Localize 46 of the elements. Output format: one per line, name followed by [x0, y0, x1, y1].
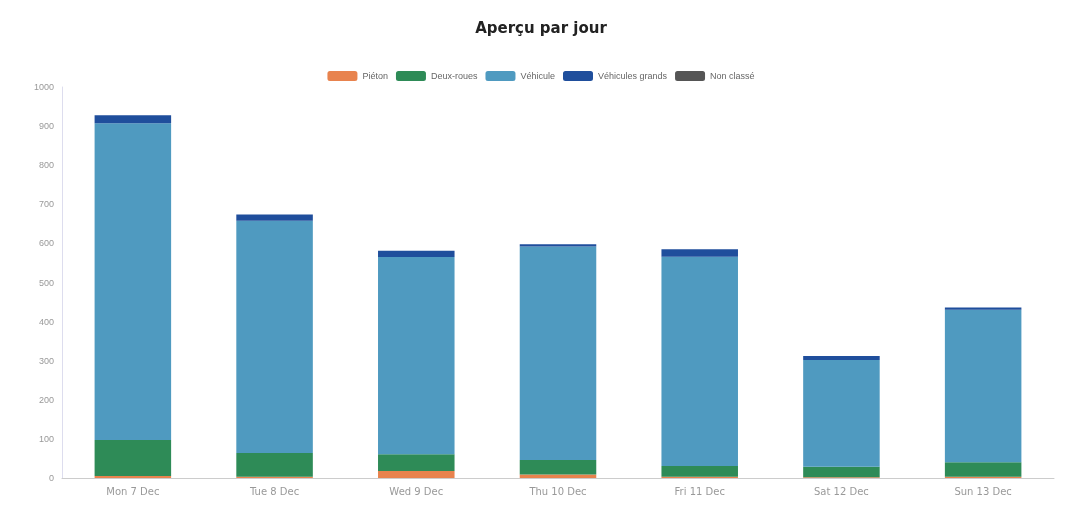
bar [378, 454, 455, 471]
x-tick-label: Sun 13 Dec [954, 485, 1012, 497]
bar [94, 440, 172, 477]
x-tick-label: Fri 11 Dec [674, 485, 725, 497]
bar [803, 356, 880, 360]
y-tick-label: 600 [38, 238, 54, 249]
bar [94, 115, 172, 124]
bar [94, 123, 172, 441]
y-tick-label: 200 [38, 394, 54, 405]
x-tick-label: Wed 9 Dec [389, 485, 444, 497]
bar [661, 465, 738, 477]
y-tick-label: 900 [38, 121, 54, 132]
bar [519, 474, 597, 478]
y-tick-label: 0 [48, 473, 54, 483]
bar [378, 470, 455, 478]
y-tick-label: 100 [38, 433, 54, 444]
bar [944, 462, 1022, 477]
legend-label: Deux-roues [430, 71, 478, 81]
x-tick-label: Thu 10 Dec [528, 485, 587, 497]
x-tick-label: Sat 12 Dec [814, 485, 869, 497]
y-tick-label: 300 [38, 355, 54, 366]
legend-label: Véhicule [520, 71, 556, 81]
x-tick-label: Mon 7 Dec [106, 485, 160, 497]
legend-label: Véhicules grands [598, 71, 668, 81]
bar [519, 246, 597, 461]
x-tick-label: Tue 8 Dec [248, 485, 300, 497]
bar [803, 466, 880, 478]
bar [944, 309, 1022, 463]
y-tick-label: 1000 [33, 82, 54, 92]
bar [378, 257, 455, 455]
y-tick-label: 500 [38, 277, 54, 288]
bar [236, 220, 313, 453]
chart-title: Aperçu par jour [475, 18, 608, 37]
bar [661, 256, 738, 466]
legend-label: Piéton [362, 71, 388, 81]
bar [519, 460, 597, 475]
bar [661, 249, 738, 257]
bar [519, 244, 597, 247]
bar [803, 359, 880, 467]
bar [378, 250, 455, 258]
y-tick-label: 700 [38, 199, 54, 210]
legend-label: Non classé [710, 71, 755, 81]
bar [236, 452, 313, 477]
bar [236, 214, 313, 221]
y-tick-label: 800 [38, 160, 54, 171]
y-tick-label: 400 [38, 316, 54, 327]
